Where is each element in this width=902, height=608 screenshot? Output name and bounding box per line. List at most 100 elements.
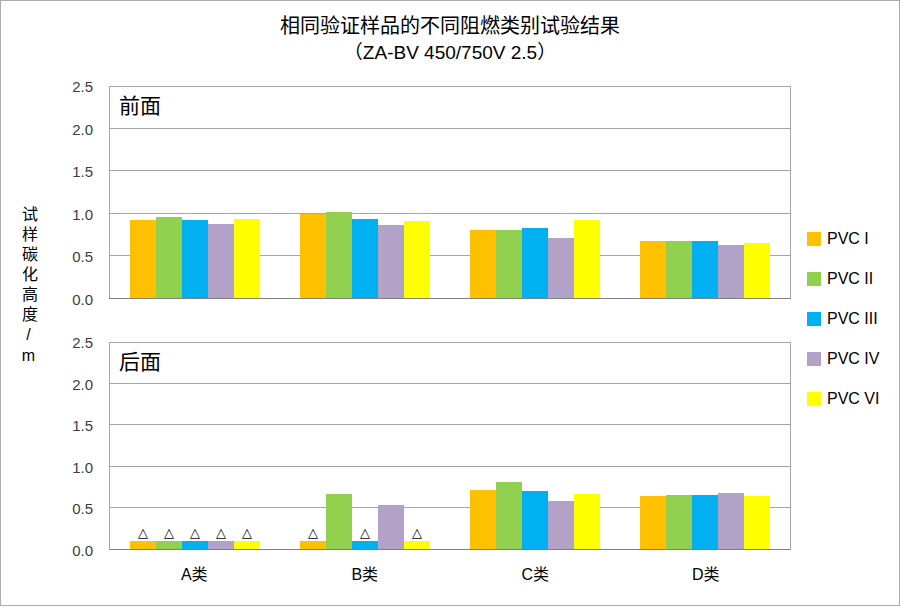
bar-slot (208, 87, 234, 298)
panel-back: 0.00.51.01.52.02.5 后面 △△△△△△△△ (41, 342, 791, 550)
bar-pvc-iv-C类 (548, 238, 574, 298)
legend: PVC I PVC II PVC III PVC IV PVC VI (807, 229, 879, 409)
bar-pvc-vi-C类 (574, 220, 600, 298)
bar-pvc-iv-A类 (208, 541, 234, 549)
bar-pvc-i-C类 (470, 230, 496, 298)
bar-slot (496, 343, 522, 549)
chart-subtitle: （ZA-BV 450/750V 2.5） (1, 40, 899, 66)
legend-label-pvc-iii: PVC III (827, 310, 878, 328)
bar-group-C类 (450, 343, 620, 549)
y-tick-label: 0.5 (72, 249, 93, 264)
bar-group-B类 (280, 87, 450, 298)
legend-item-pvc-ii: PVC II (807, 269, 879, 289)
x-axis-label-D类: D类 (621, 561, 792, 585)
bar-pvc-iii-C类 (522, 228, 548, 298)
bar-pvc-iv-D类 (718, 493, 744, 549)
y-tick-label: 0.0 (72, 292, 93, 307)
legend-swatch-pvc-vi (807, 392, 821, 406)
bar-pvc-vi-D类 (744, 496, 770, 549)
bar-pvc-iv-C类 (548, 501, 574, 549)
bar-pvc-i-D类 (640, 496, 666, 549)
bar-group-C类 (450, 87, 620, 298)
bar-pvc-iv-B类 (378, 505, 404, 549)
legend-label-pvc-vi: PVC VI (827, 390, 879, 408)
bar-slot (470, 343, 496, 549)
triangle-marker: △ (360, 526, 370, 539)
bar-pvc-iii-B类 (352, 219, 378, 298)
legend-label-pvc-ii: PVC II (827, 270, 873, 288)
bar-pvc-i-C类 (470, 490, 496, 549)
legend-swatch-pvc-i (807, 232, 821, 246)
y-tick-label: 2.5 (72, 79, 93, 94)
bar-pvc-ii-B类 (326, 494, 352, 549)
y-axis-title: 试样碳化高度/m (16, 206, 40, 462)
y-axis-ticks-back: 0.00.51.01.52.02.5 (41, 342, 103, 550)
bar-slot (666, 87, 692, 298)
bar-pvc-vi-A类 (234, 541, 260, 549)
y-tick-label: 1.5 (72, 418, 93, 433)
y-tick-label: 2.0 (72, 121, 93, 136)
bar-slot (640, 343, 666, 549)
bar-slot (182, 87, 208, 298)
legend-item-pvc-iv: PVC IV (807, 349, 879, 369)
bar-pvc-iii-D类 (692, 495, 718, 549)
bar-slot (496, 87, 522, 298)
title-block: 相同验证样品的不同阻燃类别试验结果 （ZA-BV 450/750V 2.5） (1, 13, 899, 66)
bar-pvc-vi-C类 (574, 494, 600, 549)
y-tick-label: 1.0 (72, 459, 93, 474)
bar-pvc-i-A类 (130, 220, 156, 298)
bar-slot (404, 87, 430, 298)
panel-label-back: 后面 (119, 345, 161, 375)
x-axis-label-C类: C类 (450, 561, 621, 585)
bar-slot (574, 343, 600, 549)
legend-swatch-pvc-iii (807, 312, 821, 326)
plot-area-back: 后面 △△△△△△△△ (109, 342, 791, 550)
bar-pvc-iii-B类 (352, 541, 378, 549)
triangle-marker: △ (190, 526, 200, 539)
legend-swatch-pvc-iv (807, 352, 821, 366)
panel-label-front: 前面 (119, 89, 161, 119)
bar-pvc-ii-B类 (326, 212, 352, 298)
bar-pvc-iv-A类 (208, 224, 234, 298)
triangle-marker: △ (308, 526, 318, 539)
y-tick-label: 2.5 (72, 335, 93, 350)
bar-slot (234, 87, 260, 298)
bar-pvc-iv-B类 (378, 225, 404, 298)
x-axis-labels: A类B类C类D类 (109, 561, 791, 585)
bar-slot: △ (300, 343, 326, 549)
bar-slot (326, 87, 352, 298)
bar-slot: △ (404, 343, 430, 549)
bar-pvc-iv-D类 (718, 245, 744, 298)
bar-pvc-vi-B类 (404, 541, 430, 549)
y-tick-label: 0.5 (72, 501, 93, 516)
bar-pvc-ii-A类 (156, 217, 182, 298)
legend-item-pvc-vi: PVC VI (807, 389, 879, 409)
bar-pvc-ii-C类 (496, 482, 522, 549)
bar-groups-back: △△△△△△△△ (110, 343, 790, 549)
bar-group-D类 (620, 87, 790, 298)
bar-pvc-vi-D类 (744, 243, 770, 298)
bar-slot (522, 87, 548, 298)
triangle-marker: △ (164, 526, 174, 539)
bar-pvc-i-B类 (300, 541, 326, 549)
bar-slot (640, 87, 666, 298)
bar-slot (548, 343, 574, 549)
bar-slot: △ (182, 343, 208, 549)
plot-area-front: 前面 (109, 86, 791, 299)
bar-pvc-iii-A类 (182, 541, 208, 549)
legend-item-pvc-i: PVC I (807, 229, 879, 249)
bar-slot (574, 87, 600, 298)
bar-slot (352, 87, 378, 298)
bar-slot (548, 87, 574, 298)
bar-slot (718, 87, 744, 298)
triangle-marker: △ (242, 526, 252, 539)
legend-label-pvc-i: PVC I (827, 230, 869, 248)
panel-front: 0.00.51.01.52.02.5 前面 (41, 86, 791, 299)
bar-slot (300, 87, 326, 298)
bar-pvc-ii-D类 (666, 241, 692, 298)
y-tick-label: 1.0 (72, 206, 93, 221)
flame-retardant-test-chart: 相同验证样品的不同阻燃类别试验结果 （ZA-BV 450/750V 2.5） 试… (0, 0, 900, 606)
triangle-marker: △ (412, 526, 422, 539)
bar-slot (522, 343, 548, 549)
y-tick-label: 1.5 (72, 164, 93, 179)
